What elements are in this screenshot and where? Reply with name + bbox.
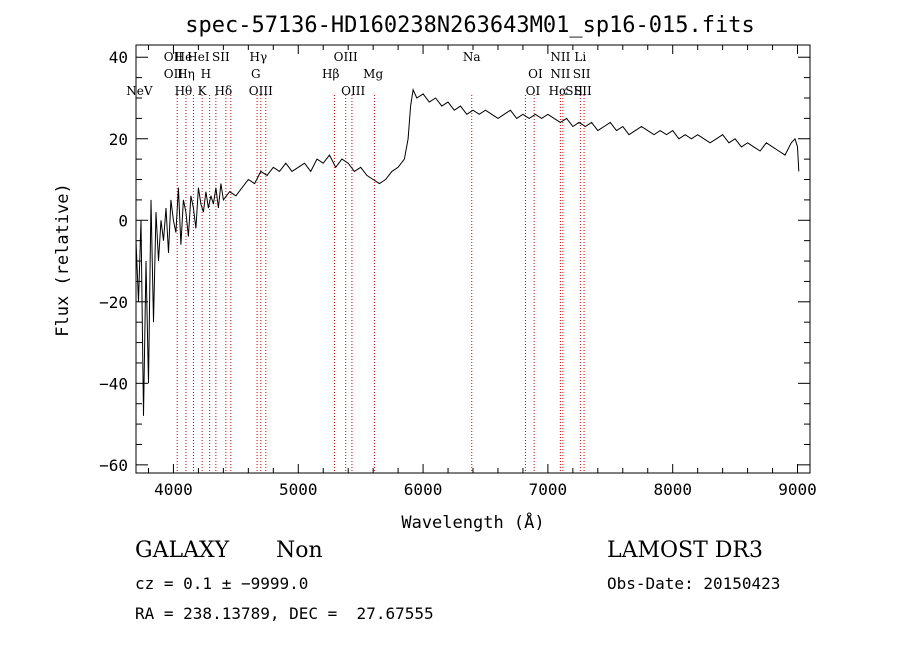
survey-name: LAMOST DR3 — [607, 538, 763, 563]
chart-title: spec-57136-HD160238N263643M01_sp16-015.f… — [185, 13, 755, 38]
x-tick-label: 7000 — [529, 480, 568, 499]
emission-line-label: Li — [574, 50, 586, 64]
emission-line-label: SII — [574, 84, 592, 98]
emission-line-label: K — [198, 84, 208, 98]
x-tick-label: 4000 — [154, 480, 193, 499]
emission-line-label: He — [175, 50, 193, 64]
emission-line-label: G — [251, 67, 261, 81]
x-tick-label: 8000 — [653, 480, 692, 499]
emission-line-label: SII — [565, 84, 583, 98]
observation-date: Obs-Date: 20150423 — [607, 574, 781, 593]
x-tick-label: 6000 — [404, 480, 443, 499]
emission-line-label: H — [201, 67, 211, 81]
y-tick-label: −60 — [99, 456, 128, 475]
plot-frame — [135, 44, 811, 474]
line-labels: NeVOIIOIIHeHηHθHeIHKSIIHδHγGOIIIOIIIHβOI… — [126, 50, 592, 98]
y-tick-label: −20 — [99, 293, 128, 312]
emission-line-label: OIII — [341, 84, 365, 98]
marker-lines — [176, 95, 585, 473]
emission-line-label: OI — [528, 67, 543, 81]
emission-line-label: OII — [164, 67, 184, 81]
emission-line-label: Hη — [177, 67, 195, 81]
emission-line-label: Hγ — [249, 50, 267, 64]
emission-line-label: OIII — [249, 84, 273, 98]
emission-line-label: Mg — [363, 67, 383, 81]
coordinates: RA = 238.13789, DEC = 27.67555 — [135, 604, 434, 623]
y-tick-label: 20 — [109, 130, 128, 149]
x-axis-label: Wavelength (Å) — [401, 511, 544, 533]
object-subclass: Non — [276, 538, 323, 563]
emission-line-label: OII — [164, 50, 184, 64]
object-class: GALAXY — [135, 538, 230, 563]
emission-line-label: OI — [526, 84, 541, 98]
emission-line-label: NII — [550, 67, 570, 81]
y-tick-label: 40 — [109, 48, 128, 67]
emission-line-label: Hθ — [175, 84, 193, 98]
y-tick-label: −40 — [99, 374, 128, 393]
y-tick-label: 0 — [118, 211, 128, 230]
emission-line-label: Hδ — [215, 84, 233, 98]
emission-line-label: Hα — [549, 84, 568, 98]
emission-line-label: NII — [550, 50, 570, 64]
emission-line-label: Na — [463, 50, 481, 64]
spectrum-line — [135, 88, 800, 416]
emission-line-label: NeV — [126, 84, 153, 98]
emission-line-label: SII — [212, 50, 230, 64]
x-tick-label: 9000 — [778, 480, 817, 499]
x-tick-label: 5000 — [279, 480, 318, 499]
x-axis: 4000 5000 6000 7000 8000 9000 — [147, 45, 817, 499]
y-axis: 40 20 0 −20 −40 −60 — [99, 48, 810, 475]
emission-line-label: SII — [573, 67, 591, 81]
emission-line-label: HeI — [187, 50, 210, 64]
y-axis-label: Flux (relative) — [53, 183, 73, 337]
emission-line-label: OIII — [334, 50, 358, 64]
redshift-cz: cz = 0.1 ± −9999.0 — [135, 574, 309, 593]
emission-line-label: Hβ — [322, 67, 339, 81]
